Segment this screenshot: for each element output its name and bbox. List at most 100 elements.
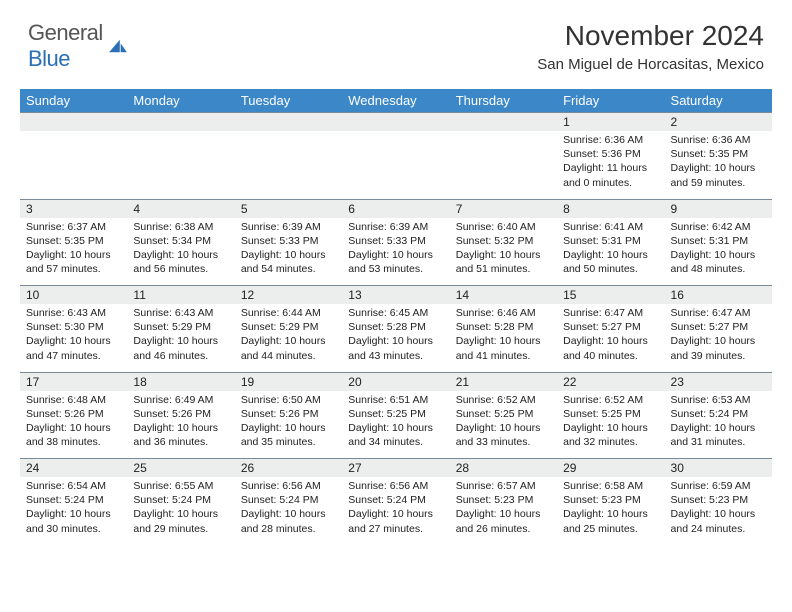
day-number-cell	[342, 113, 449, 132]
brand-text: General Blue	[28, 20, 103, 72]
day-number-cell: 18	[127, 372, 234, 391]
day-number-cell: 5	[235, 199, 342, 218]
sunset-line: Sunset: 5:25 PM	[348, 408, 426, 420]
sunrise-line: Sunrise: 6:48 AM	[26, 394, 106, 406]
sunset-line: Sunset: 5:35 PM	[26, 235, 104, 247]
day-number-cell: 3	[20, 199, 127, 218]
day-header: Tuesday	[235, 89, 342, 113]
sunrise-line: Sunrise: 6:58 AM	[563, 480, 643, 492]
day-number-cell: 1	[557, 113, 664, 132]
day-content-cell: Sunrise: 6:52 AMSunset: 5:25 PMDaylight:…	[450, 391, 557, 459]
sunrise-line: Sunrise: 6:56 AM	[348, 480, 428, 492]
day-content-cell	[235, 131, 342, 199]
sunrise-line: Sunrise: 6:52 AM	[563, 394, 643, 406]
sunset-line: Sunset: 5:30 PM	[26, 321, 104, 333]
daylight-line: Daylight: 10 hours and 53 minutes.	[348, 249, 433, 275]
day-content-cell: Sunrise: 6:55 AMSunset: 5:24 PMDaylight:…	[127, 477, 234, 545]
day-content-cell: Sunrise: 6:41 AMSunset: 5:31 PMDaylight:…	[557, 218, 664, 286]
daylight-line: Daylight: 10 hours and 47 minutes.	[26, 335, 111, 361]
day-number-cell: 20	[342, 372, 449, 391]
brand-word2: Blue	[28, 46, 70, 71]
daylight-line: Daylight: 10 hours and 31 minutes.	[671, 422, 756, 448]
sunset-line: Sunset: 5:27 PM	[563, 321, 641, 333]
day-number-cell: 26	[235, 459, 342, 478]
sunset-line: Sunset: 5:24 PM	[133, 494, 211, 506]
day-content-cell: Sunrise: 6:43 AM Sunset: 5:30 PM Daylight:…	[20, 304, 127, 372]
day-content-cell: Sunrise: 6:56 AMSunset: 5:24 PMDaylight:…	[342, 477, 449, 545]
sunrise-line: Sunrise: 6:43 AM	[133, 307, 213, 319]
daylight-line: Daylight: 10 hours and 27 minutes.	[348, 508, 433, 534]
sunset-line: Sunset: 5:36 PM	[563, 148, 641, 160]
day-number-cell: 27	[342, 459, 449, 478]
day-number-cell: 30	[665, 459, 772, 478]
day-number-cell: 29	[557, 459, 664, 478]
day-number-cell: 2	[665, 113, 772, 132]
day-header: Monday	[127, 89, 234, 113]
day-content-cell	[450, 131, 557, 199]
day-content-cell	[127, 131, 234, 199]
day-number-cell: 15	[557, 286, 664, 305]
daylight-line: Daylight: 10 hours and 44 minutes.	[241, 335, 326, 361]
daylight-line: Daylight: 10 hours and 41 minutes.	[456, 335, 541, 361]
day-header: Thursday	[450, 89, 557, 113]
sunset-line: Sunset: 5:31 PM	[671, 235, 749, 247]
sunset-line: Sunset: 5:32 PM	[456, 235, 534, 247]
sunset-line: Sunset: 5:24 PM	[671, 408, 749, 420]
day-header: Friday	[557, 89, 664, 113]
day-content-cell: Sunrise: 6:47 AM Sunset: 5:27 PM Daylight:…	[557, 304, 664, 372]
day-content-cell: Sunrise: 6:50 AMSunset: 5:26 PMDaylight:…	[235, 391, 342, 459]
day-number-cell: 28	[450, 459, 557, 478]
sunrise-line: Sunrise: 6:53 AM	[671, 394, 751, 406]
day-content-cell: Sunrise: 6:52 AMSunset: 5:25 PMDaylight:…	[557, 391, 664, 459]
sunrise-line: Sunrise: 6:37 AM	[26, 221, 106, 233]
sunrise-line: Sunrise: 6:57 AM	[456, 480, 536, 492]
sunrise-line: Sunrise: 6:47 AM	[563, 307, 643, 319]
sunrise-line: Sunrise: 6:49 AM	[133, 394, 213, 406]
day-content-cell: Sunrise: 6:44 AMSunset: 5:29 PMDaylight:…	[235, 304, 342, 372]
sunrise-line: Sunrise: 6:47 AM	[671, 307, 751, 319]
day-content-cell: Sunrise: 6:42 AMSunset: 5:31 PMDaylight:…	[665, 218, 772, 286]
sunrise-line: Sunrise: 6:43 AM	[26, 307, 106, 319]
sunrise-line: Sunrise: 6:46 AM	[456, 307, 536, 319]
day-number-cell: 25	[127, 459, 234, 478]
daylight-line: Daylight: 10 hours and 28 minutes.	[241, 508, 326, 534]
daylight-line: Daylight: 10 hours and 50 minutes.	[563, 249, 648, 275]
day-content-cell	[20, 131, 127, 199]
daylight-line: Daylight: 10 hours and 35 minutes.	[241, 422, 326, 448]
daylight-line: Daylight: 10 hours and 36 minutes.	[133, 422, 218, 448]
brand-sail-icon	[107, 38, 129, 54]
sunset-line: Sunset: 5:24 PM	[26, 494, 104, 506]
sunrise-line: Sunrise: 6:54 AM	[26, 480, 106, 492]
daylight-line: Daylight: 10 hours and 56 minutes.	[133, 249, 218, 275]
day-number-cell: 14	[450, 286, 557, 305]
daylight-line: Daylight: 10 hours and 54 minutes.	[241, 249, 326, 275]
sunset-line: Sunset: 5:29 PM	[133, 321, 211, 333]
day-content-cell: Sunrise: 6:48 AMSunset: 5:26 PMDaylight:…	[20, 391, 127, 459]
sunrise-line: Sunrise: 6:55 AM	[133, 480, 213, 492]
daylight-line: Daylight: 10 hours and 40 minutes.	[563, 335, 648, 361]
sunset-line: Sunset: 5:23 PM	[456, 494, 534, 506]
day-number-cell: 8	[557, 199, 664, 218]
sunrise-line: Sunrise: 6:38 AM	[133, 221, 213, 233]
sunset-line: Sunset: 5:26 PM	[26, 408, 104, 420]
day-content-cell: Sunrise: 6:36 AMSunset: 5:36 PMDaylight:…	[557, 131, 664, 199]
daylight-line: Daylight: 10 hours and 30 minutes.	[26, 508, 111, 534]
day-number-cell	[235, 113, 342, 132]
sunset-line: Sunset: 5:23 PM	[671, 494, 749, 506]
sunrise-line: Sunrise: 6:42 AM	[671, 221, 751, 233]
day-number-cell: 17	[20, 372, 127, 391]
page-title: November 2024	[537, 20, 764, 52]
daylight-line: Daylight: 10 hours and 25 minutes.	[563, 508, 648, 534]
day-number-cell: 24	[20, 459, 127, 478]
sunset-line: Sunset: 5:33 PM	[348, 235, 426, 247]
day-content-cell	[342, 131, 449, 199]
sunrise-line: Sunrise: 6:36 AM	[671, 134, 751, 146]
day-content-cell: Sunrise: 6:57 AMSunset: 5:23 PMDaylight:…	[450, 477, 557, 545]
day-header: Wednesday	[342, 89, 449, 113]
sunrise-line: Sunrise: 6:50 AM	[241, 394, 321, 406]
day-number-cell: 19	[235, 372, 342, 391]
sunset-line: Sunset: 5:34 PM	[133, 235, 211, 247]
day-content-cell: Sunrise: 6:53 AM Sunset: 5:24 PM Daylight:…	[665, 391, 772, 459]
sunset-line: Sunset: 5:25 PM	[456, 408, 534, 420]
day-number-cell: 16	[665, 286, 772, 305]
